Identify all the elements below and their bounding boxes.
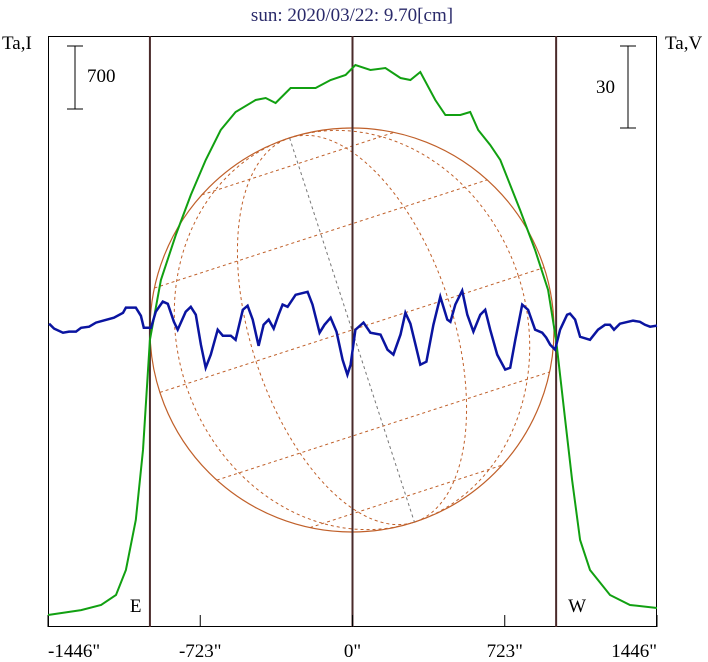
sun-meridian (289, 137, 415, 523)
x-tick-label: -723" (179, 641, 222, 662)
sun-parallel (159, 267, 545, 393)
left-axis-label: Ta,I (2, 33, 32, 54)
x-tick-label: 0" (344, 641, 361, 662)
sun-parallel (154, 179, 488, 289)
series-ta-v-line (48, 286, 658, 379)
x-tick-label: 723" (487, 641, 523, 662)
sun-parallel (309, 464, 503, 529)
x-tick-label: -1446" (48, 641, 100, 662)
sun-parallel (201, 131, 395, 196)
sun-coordinate-grid (154, 129, 550, 531)
limb-label-e: E (130, 596, 142, 617)
x-tick-label: 1446" (611, 641, 657, 662)
series-ta-i-line (47, 63, 658, 616)
scale-bar-i-label: 700 (87, 66, 116, 87)
right-axis-label: Ta,V (665, 33, 702, 54)
limb-label-w: W (568, 596, 586, 617)
chart-title: sun: 2020/03/22: 9.70[cm] (251, 5, 453, 26)
scale-bar-v-label: 30 (596, 77, 615, 98)
sun-parallel (216, 371, 550, 481)
